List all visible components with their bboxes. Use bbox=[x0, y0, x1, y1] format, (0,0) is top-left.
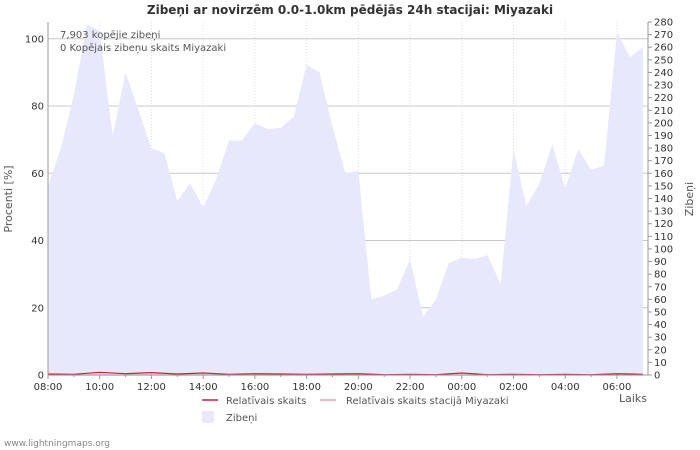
y-right-tick-label: 130 bbox=[654, 207, 673, 218]
legend-label-relative-station: Relatīvais skaits stacijā Miyazaki bbox=[346, 396, 509, 407]
y-right-tick-label: 70 bbox=[654, 282, 667, 293]
x-tick-label: 08:00 bbox=[34, 382, 63, 393]
y-right-tick-label: 160 bbox=[654, 169, 673, 180]
y-right-tick-label: 200 bbox=[654, 118, 673, 129]
y-right-tick-label: 0 bbox=[654, 371, 660, 382]
annotation-station-strikes: 0 Kopējais zibeņu skaits Miyazaki bbox=[60, 43, 226, 54]
chart-title: Zibeņi ar novirzēm 0.0-1.0km pēdējās 24h… bbox=[147, 3, 553, 17]
y-right-tick-label: 90 bbox=[654, 257, 667, 268]
y-right-tick-label: 270 bbox=[654, 30, 673, 41]
y-left-tick-label: 40 bbox=[31, 236, 44, 247]
y-left-tick-label: 60 bbox=[31, 169, 44, 180]
x-tick-label: 02:00 bbox=[499, 382, 528, 393]
y-right-tick-label: 230 bbox=[654, 81, 673, 92]
x-tick-label: 12:00 bbox=[137, 382, 166, 393]
y-right-tick-label: 30 bbox=[654, 333, 667, 344]
y-right-tick-label: 60 bbox=[654, 295, 667, 306]
legend: Relatīvais skaits Relatīvais skaits stac… bbox=[202, 396, 509, 424]
x-tick-label: 14:00 bbox=[189, 382, 218, 393]
y-right-axis-label: Zibeņi bbox=[683, 182, 696, 216]
y-left-tick-label: 80 bbox=[31, 102, 44, 113]
x-tick-label: 10:00 bbox=[85, 382, 114, 393]
y-left-tick-labels: 0 20 40 60 80 100 bbox=[25, 34, 44, 381]
y-right-tick-label: 180 bbox=[654, 144, 673, 155]
y-right-tick-label: 110 bbox=[654, 232, 673, 243]
y-right-tick-label: 80 bbox=[654, 270, 667, 281]
y-left-tick-label: 100 bbox=[25, 34, 44, 45]
y-right-tick-label: 170 bbox=[654, 156, 673, 167]
x-tick-label: 16:00 bbox=[240, 382, 269, 393]
y-right-tick-label: 140 bbox=[654, 194, 673, 205]
annotation-total-strikes: 7,903 kopējie zibeņi bbox=[60, 30, 160, 41]
y-right-tick-label: 240 bbox=[654, 68, 673, 79]
y-left-tick-label: 20 bbox=[31, 303, 44, 314]
y-right-tick-label: 190 bbox=[654, 131, 673, 142]
y-left-axis-label: Procenti [%] bbox=[2, 165, 15, 232]
x-tick-label: 22:00 bbox=[396, 382, 425, 393]
y-right-tick-label: 120 bbox=[654, 219, 673, 230]
x-tick-label: 20:00 bbox=[344, 382, 373, 393]
legend-label-strikes: Zibeņi bbox=[226, 413, 257, 424]
area-series-layer bbox=[48, 24, 643, 375]
y-right-tick-label: 100 bbox=[654, 244, 673, 255]
legend-label-relative: Relatīvais skaits bbox=[226, 396, 306, 407]
y-right-tick-label: 260 bbox=[654, 43, 673, 54]
y-right-tick-label: 40 bbox=[654, 320, 667, 331]
y-right-tick-label: 150 bbox=[654, 181, 673, 192]
axes bbox=[47, 21, 652, 379]
y-right-tick-label: 10 bbox=[654, 358, 667, 369]
x-axis-label: Laiks bbox=[619, 392, 647, 405]
y-right-tick-label: 250 bbox=[654, 55, 673, 66]
x-tick-labels: 08:00 10:00 12:00 14:00 16:00 18:00 20:00 22:00… bbox=[34, 382, 632, 393]
y-right-tick-label: 20 bbox=[654, 345, 667, 356]
x-tick-label: 00:00 bbox=[447, 382, 476, 393]
y-right-tick-label: 220 bbox=[654, 93, 673, 104]
legend-swatch-strikes bbox=[202, 411, 214, 423]
x-tick-label: 18:00 bbox=[292, 382, 321, 393]
strikes-area bbox=[48, 24, 643, 375]
y-left-tick-label: 0 bbox=[38, 371, 44, 382]
x-tick-label: 04:00 bbox=[551, 382, 580, 393]
x-tick-label: 06:00 bbox=[603, 382, 632, 393]
y-right-tick-label: 50 bbox=[654, 307, 667, 318]
y-right-tick-label: 210 bbox=[654, 106, 673, 117]
footer-credit: www.lightningmaps.org bbox=[4, 439, 110, 449]
y-right-tick-label: 280 bbox=[654, 18, 673, 29]
